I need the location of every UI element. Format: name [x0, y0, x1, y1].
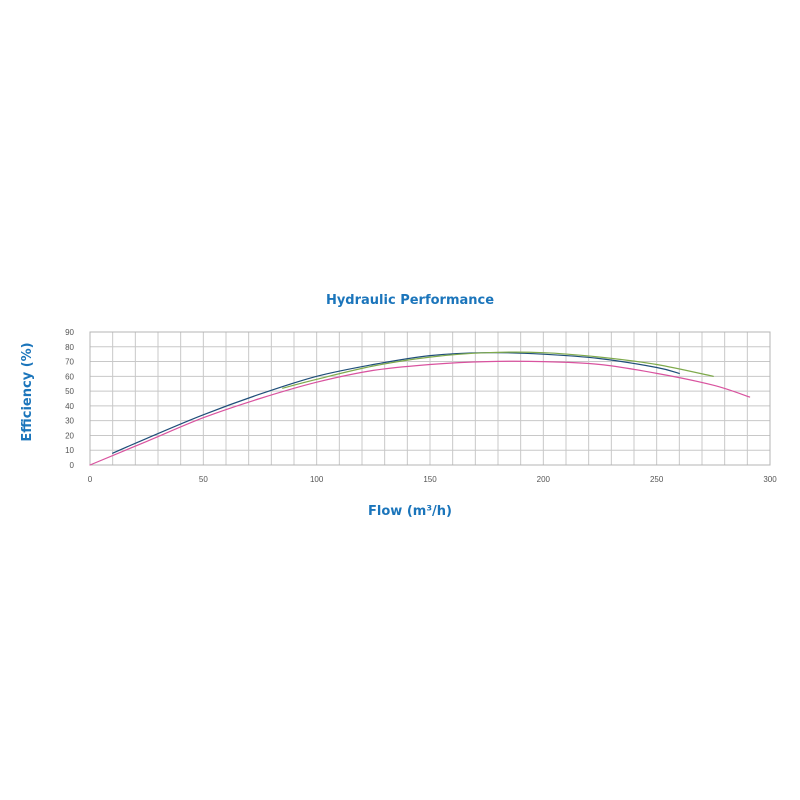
y-tick-label: 90 [65, 328, 74, 337]
y-axis-label: Efficiency (%) [20, 342, 35, 441]
chart-title: Hydraulic Performance [326, 293, 494, 308]
x-tick-label: 100 [310, 475, 324, 484]
x-tick-label: 300 [763, 475, 777, 484]
y-tick-label: 10 [65, 446, 74, 455]
y-tick-label: 70 [65, 358, 74, 367]
x-tick-label: 200 [537, 475, 551, 484]
x-tick-label: 150 [423, 475, 437, 484]
x-tick-label: 50 [199, 475, 208, 484]
series-group [89, 351, 751, 466]
y-tick-label: 20 [65, 431, 74, 440]
series-line-3 [89, 360, 751, 466]
y-tick-label: 40 [65, 402, 74, 411]
x-tick-label: 250 [650, 475, 664, 484]
x-tick-labels: 0 50 100 150 200 250 300 [88, 475, 777, 484]
plot-frame [89, 331, 771, 466]
y-tick-labels: 0 10 20 30 40 50 60 70 80 90 [65, 328, 74, 470]
y-tick-label: 60 [65, 372, 74, 381]
y-tick-label: 30 [65, 417, 74, 426]
y-tick-label: 50 [65, 387, 74, 396]
y-tick-label: 80 [65, 343, 74, 352]
y-tick-label: 0 [70, 461, 75, 470]
x-tick-label: 0 [88, 475, 93, 484]
series-line-1 [112, 352, 680, 454]
grid [90, 332, 770, 465]
series-line-2 [282, 351, 714, 389]
x-axis-label: Flow (m³/h) [368, 504, 452, 519]
